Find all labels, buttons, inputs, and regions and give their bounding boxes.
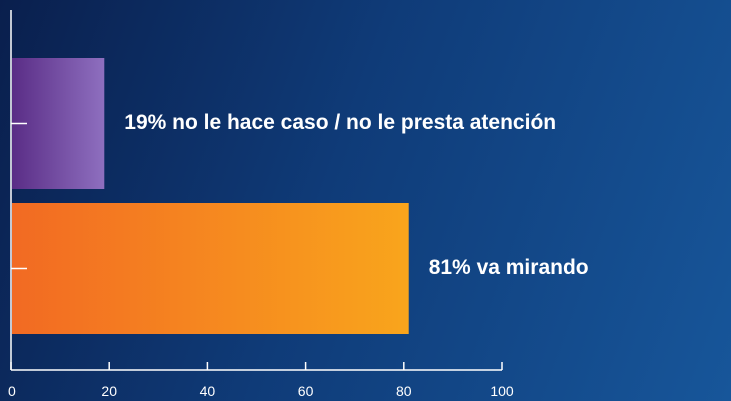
- axes-layer: [10, 10, 502, 371]
- data-label-2: 81% va mirando: [429, 256, 589, 279]
- x-tick-label-40: 40: [200, 383, 216, 399]
- x-tick-label-100: 100: [490, 383, 514, 399]
- x-tick-label-60: 60: [298, 383, 314, 399]
- x-ticks-layer: 0 20 40 60 80 100: [8, 362, 514, 399]
- x-tick-label-80: 80: [396, 383, 412, 399]
- bars-layer: [11, 58, 409, 334]
- data-labels-layer: 19% no le hace caso / no le presta atenc…: [124, 111, 588, 279]
- bar-2: [12, 203, 409, 334]
- bar-1: [12, 58, 105, 189]
- data-label-1: 19% no le hace caso / no le presta atenc…: [124, 111, 556, 134]
- x-tick-label-20: 20: [101, 383, 117, 399]
- x-tick-label-0: 0: [8, 383, 16, 399]
